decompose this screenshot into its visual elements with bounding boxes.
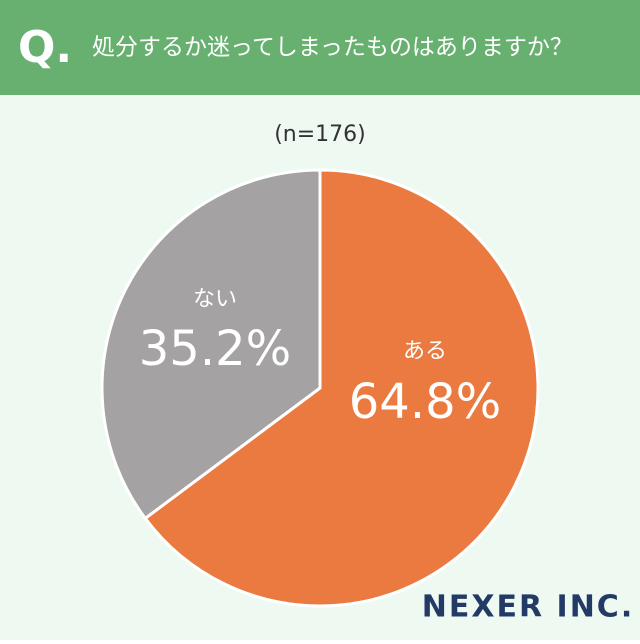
pie-slice <box>143 168 540 608</box>
sample-size: (n=176) <box>274 122 366 147</box>
question-title: 処分するか迷ってしまったものはありますか？ <box>92 35 573 61</box>
pie-slice <box>100 168 322 521</box>
logo: NEXER INC. <box>422 590 634 625</box>
slice-value-label: 35.2% <box>139 321 291 377</box>
question-mark: Q. <box>18 22 72 73</box>
slice-category: ない <box>193 287 237 312</box>
header-bar <box>0 0 640 95</box>
pie: ある 64.8% ない 35.2% <box>100 168 540 608</box>
slice-category: ある <box>403 339 447 364</box>
slice-value-label: 64.8% <box>349 374 501 430</box>
